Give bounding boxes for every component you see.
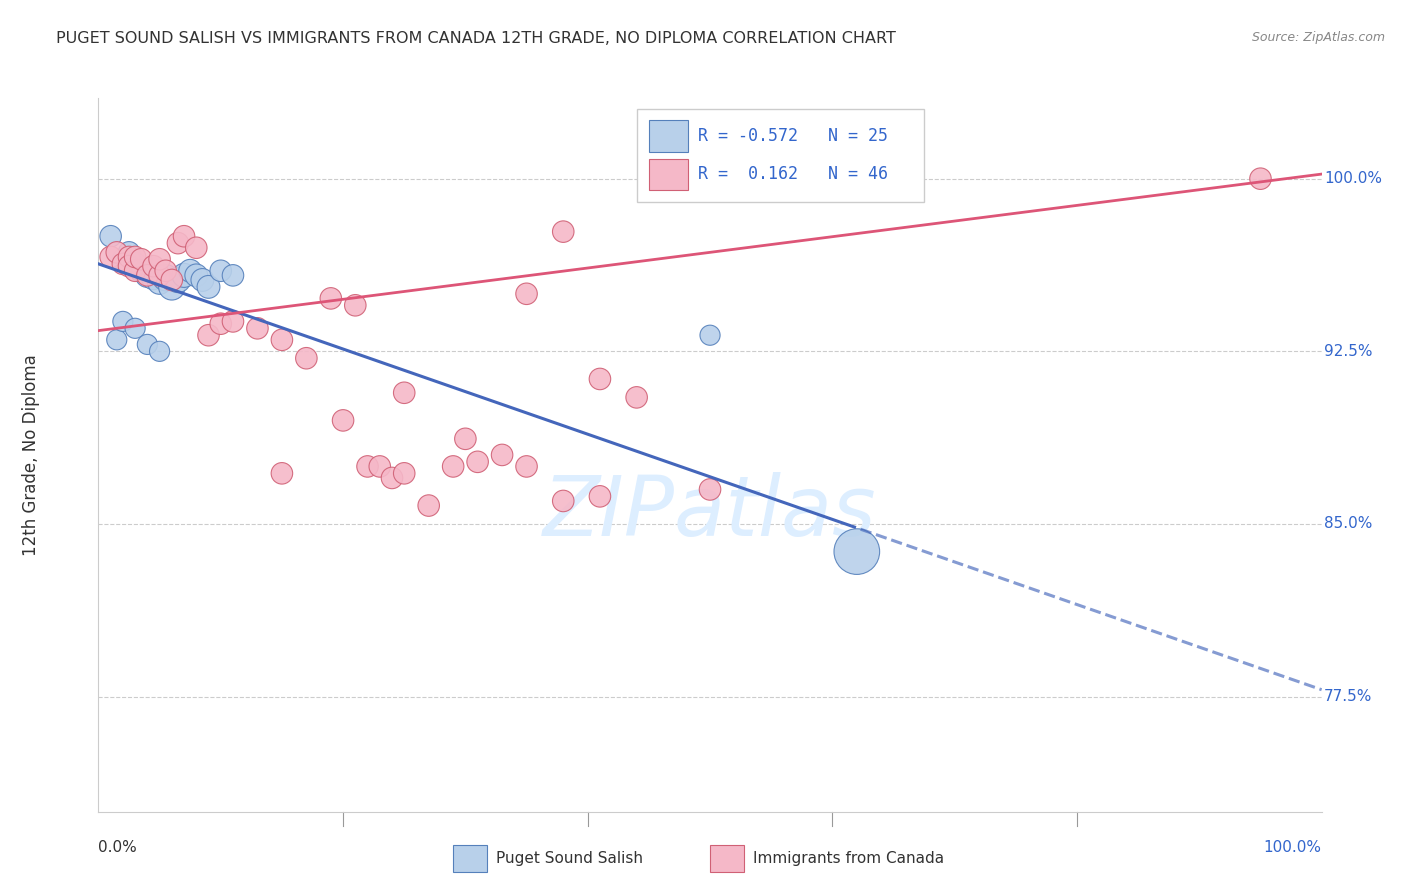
Point [129,252,152,267]
Point [142,270,165,285]
Text: Immigrants from Canada: Immigrants from Canada [752,851,943,866]
Point [105,333,128,347]
Point [136,268,159,283]
Point [136,337,159,351]
Point [209,317,232,331]
FancyBboxPatch shape [637,109,924,202]
Point [319,292,342,306]
Point [129,264,152,278]
Text: Puget Sound Salish: Puget Sound Salish [496,851,643,866]
Point [553,225,575,239]
Point [173,229,195,244]
Bar [648,120,688,152]
Point [441,459,464,474]
Point [111,252,134,267]
Point [392,467,416,481]
Point [381,471,404,485]
Point [160,273,183,287]
Text: 92.5%: 92.5% [1324,343,1372,359]
Point [167,273,190,287]
Point [173,268,195,283]
Point [124,321,146,335]
Point [491,448,513,462]
Point [197,328,219,343]
Text: 100.0%: 100.0% [1324,171,1382,186]
Point [699,328,721,343]
Point [332,413,354,427]
Point [149,252,172,267]
Point [222,268,245,283]
Point [418,499,440,513]
Point [209,264,232,278]
Point [124,250,146,264]
Point [118,245,141,260]
Point [149,268,172,283]
Point [179,264,201,278]
Point [589,372,612,386]
Point [136,268,159,283]
Text: 85.0%: 85.0% [1324,516,1372,532]
Point [186,268,208,283]
Bar [710,846,744,872]
Point [270,333,294,347]
Point [553,494,575,508]
Point [118,259,141,273]
Point [118,250,141,264]
Text: 77.5%: 77.5% [1324,690,1372,704]
Point [467,455,489,469]
Point [454,432,477,446]
Point [356,459,378,474]
Point [222,314,245,328]
Point [124,257,146,271]
Text: R = -0.572   N = 25: R = -0.572 N = 25 [697,127,887,145]
Point [392,385,416,400]
Point [186,241,208,255]
Point [197,280,219,294]
Point [1249,171,1271,186]
Point [167,236,190,251]
Point [155,270,177,285]
Point [699,483,721,497]
Point [191,273,214,287]
Point [344,298,367,312]
Bar [648,159,688,190]
Text: R =  0.162   N = 46: R = 0.162 N = 46 [697,166,887,184]
Text: ZIPatlas: ZIPatlas [543,472,877,552]
Point [155,264,177,278]
Point [142,259,165,273]
Point [124,264,146,278]
Point [589,489,612,503]
Point [626,390,648,404]
Point [111,314,134,328]
Text: 0.0%: 0.0% [98,840,138,855]
Text: PUGET SOUND SALISH VS IMMIGRANTS FROM CANADA 12TH GRADE, NO DIPLOMA CORRELATION : PUGET SOUND SALISH VS IMMIGRANTS FROM CA… [56,31,896,46]
Point [515,286,537,301]
Point [368,459,391,474]
Point [515,459,537,474]
Point [845,544,868,558]
Point [149,344,172,359]
Point [160,280,183,294]
Text: Source: ZipAtlas.com: Source: ZipAtlas.com [1251,31,1385,45]
Text: 12th Grade, No Diploma: 12th Grade, No Diploma [22,354,41,556]
Text: 100.0%: 100.0% [1264,840,1322,855]
Point [100,229,122,244]
Point [246,321,269,335]
Point [100,250,122,264]
Bar [453,846,488,872]
Point [105,245,128,260]
Point [149,275,172,289]
Point [295,351,318,366]
Point [270,467,294,481]
Point [111,257,134,271]
